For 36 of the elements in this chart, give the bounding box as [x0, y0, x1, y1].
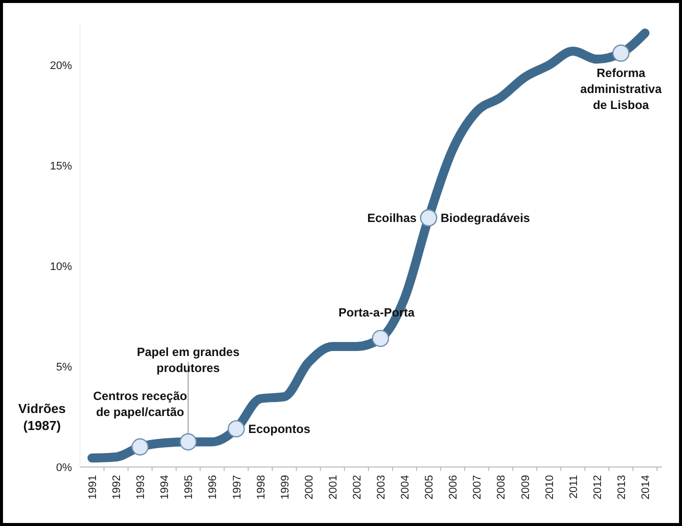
x-tick-label: 2007	[472, 475, 484, 500]
x-tick-label: 2012	[592, 475, 604, 500]
y-tick-label: 20%	[50, 60, 72, 72]
x-tick-label: 2004	[400, 475, 412, 500]
x-tick-label: 1991	[87, 475, 99, 500]
x-tick-label: 2009	[520, 475, 532, 500]
x-tick-label: 1994	[159, 475, 172, 500]
x-tick-label: 1997	[231, 475, 244, 500]
x-tick-label: 2014	[640, 475, 652, 500]
annotation: Ecoilhas	[367, 210, 417, 225]
x-tick-label: 1996	[207, 475, 220, 500]
x-tick-label: 2013	[616, 475, 628, 500]
x-tick-label: 2008	[496, 475, 508, 500]
x-tick-label: 2002	[351, 475, 364, 500]
x-tick-label: 1993	[135, 475, 148, 500]
x-tick-label: 2010	[544, 475, 556, 500]
y-tick-label: 15%	[50, 160, 72, 172]
x-tick-label: 2003	[376, 475, 388, 500]
annotation: Papel em grandes produtores	[136, 344, 240, 375]
annotation: Centros receção de papel/cartão	[93, 388, 188, 419]
y-tick-label: 5%	[56, 361, 72, 374]
x-tick-label: 1998	[255, 475, 268, 500]
x-tick-label: 2001	[327, 475, 340, 500]
x-tick-label: 1995	[183, 475, 196, 500]
y-tick-label: 10%	[50, 260, 72, 273]
annotation: Biodegradáveis	[440, 210, 530, 225]
x-tick-label: 1992	[111, 475, 124, 500]
x-tick-label: 1999	[279, 475, 292, 500]
x-tick-label: 2011	[568, 475, 580, 499]
annotation: Ecopontos	[248, 422, 311, 436]
x-tick-label: 2000	[303, 475, 316, 500]
text: Vidrões (1987)	[18, 401, 66, 433]
x-tick-label: 2006	[448, 475, 460, 500]
y-tick-label: 0%	[56, 462, 72, 474]
x-tick-label: 2005	[424, 475, 436, 500]
annotation: Reforma administrativa de Lisboa	[580, 66, 662, 112]
